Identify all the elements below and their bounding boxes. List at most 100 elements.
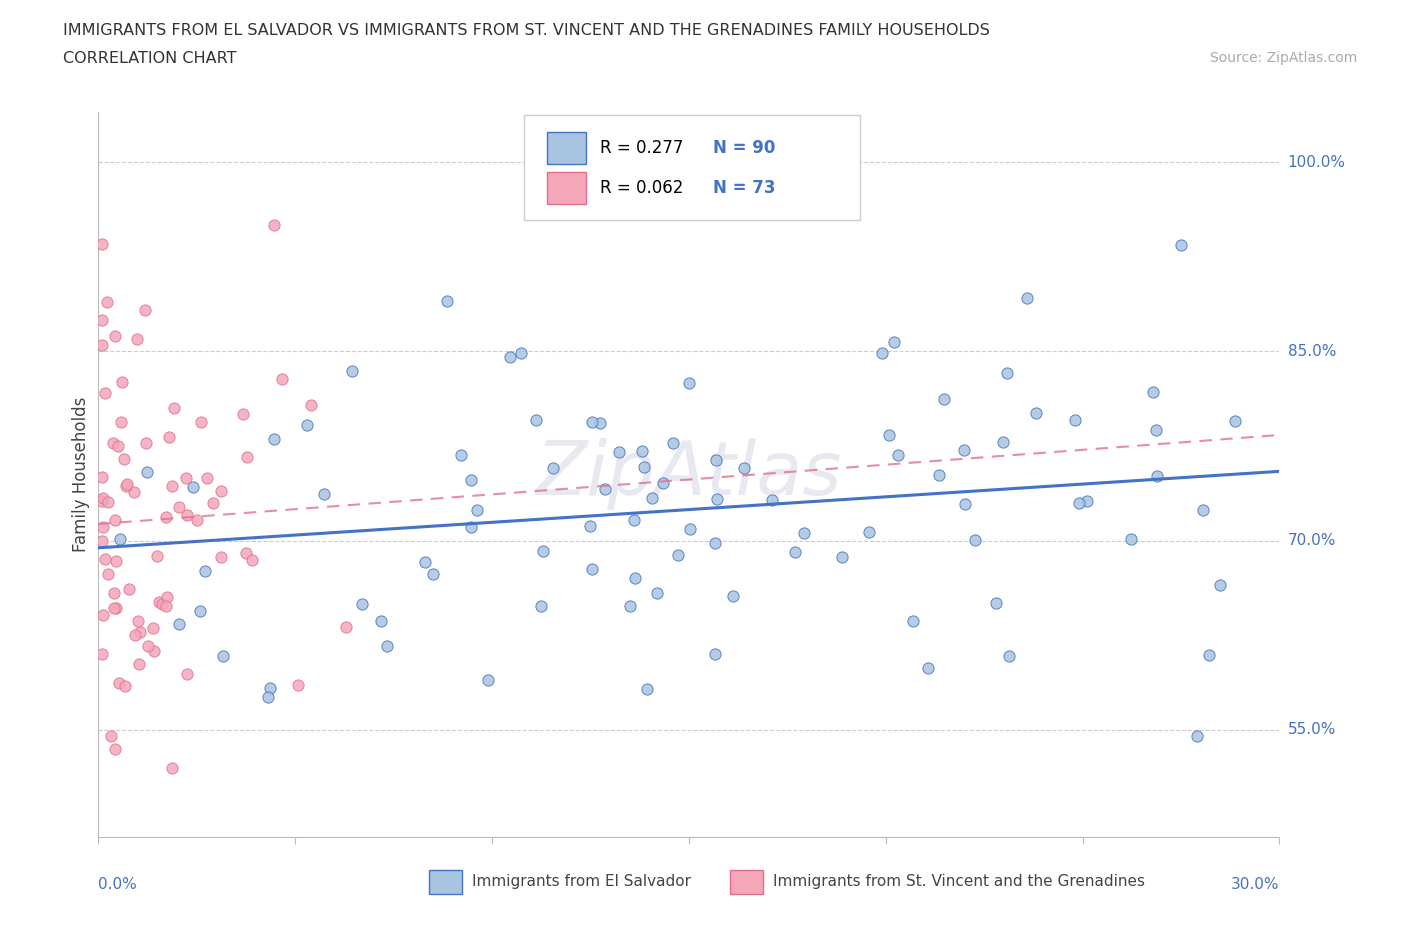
Point <box>186 512 208 527</box>
Point <box>107 438 129 453</box>
Point <box>190 604 212 618</box>
Point <box>831 549 853 564</box>
Point <box>340 364 363 379</box>
Point <box>633 459 655 474</box>
Point <box>422 566 444 581</box>
Text: R = 0.277: R = 0.277 <box>600 139 683 157</box>
Point <box>499 350 522 365</box>
Point <box>129 624 152 639</box>
Point <box>703 646 725 661</box>
Point <box>761 493 783 508</box>
FancyBboxPatch shape <box>429 870 463 894</box>
Point <box>932 392 955 407</box>
Point <box>1017 290 1039 305</box>
Point <box>636 682 658 697</box>
Point <box>235 546 257 561</box>
Point <box>465 503 488 518</box>
Point <box>155 599 177 614</box>
Point <box>209 484 232 498</box>
Text: R = 0.062: R = 0.062 <box>600 179 683 197</box>
Point <box>721 589 744 604</box>
Point <box>142 620 165 635</box>
Point <box>209 550 232 565</box>
Point <box>100 728 122 743</box>
Point <box>104 741 127 756</box>
Point <box>997 648 1019 663</box>
Point <box>350 597 373 612</box>
Point <box>299 397 322 412</box>
Point <box>647 586 669 601</box>
Text: Immigrants from El Salvador: Immigrants from El Salvador <box>471 874 690 889</box>
Point <box>104 601 127 616</box>
Point <box>93 386 115 401</box>
Point <box>91 646 114 661</box>
Text: 30.0%: 30.0% <box>1232 877 1279 892</box>
Point <box>1185 728 1208 743</box>
Point <box>460 472 482 487</box>
Point <box>271 372 294 387</box>
Point <box>91 493 114 508</box>
Point <box>1146 469 1168 484</box>
Point <box>928 467 950 482</box>
Point <box>1209 578 1232 592</box>
Point <box>97 495 120 510</box>
FancyBboxPatch shape <box>547 132 586 164</box>
Point <box>104 553 127 568</box>
FancyBboxPatch shape <box>730 870 763 894</box>
Point <box>1144 422 1167 437</box>
Point <box>984 596 1007 611</box>
Point <box>91 338 114 352</box>
Point <box>134 302 156 317</box>
Point <box>314 486 336 501</box>
Point <box>793 525 815 540</box>
Point <box>624 570 647 585</box>
Point <box>1198 647 1220 662</box>
Point <box>375 639 398 654</box>
Point <box>104 513 127 528</box>
Point <box>668 548 690 563</box>
Point <box>91 312 114 327</box>
Point <box>232 407 254 422</box>
Point <box>524 412 547 427</box>
Point <box>263 218 285 232</box>
Text: Source: ZipAtlas.com: Source: ZipAtlas.com <box>1209 51 1357 65</box>
Point <box>150 596 173 611</box>
Point <box>436 293 458 308</box>
Point <box>295 418 318 432</box>
Point <box>953 497 976 512</box>
Point <box>110 414 132 429</box>
Text: 100.0%: 100.0% <box>1288 154 1346 169</box>
Point <box>1063 413 1085 428</box>
Point <box>335 619 357 634</box>
Point <box>593 482 616 497</box>
Point <box>160 478 183 493</box>
FancyBboxPatch shape <box>547 172 586 204</box>
Point <box>1067 496 1090 511</box>
Point <box>995 365 1018 380</box>
Point <box>541 460 564 475</box>
Point <box>114 679 136 694</box>
Point <box>91 490 114 505</box>
Point <box>531 543 554 558</box>
Point <box>112 451 135 466</box>
Point <box>631 444 654 458</box>
Point <box>128 657 150 671</box>
Point <box>127 613 149 628</box>
Point <box>194 564 217 578</box>
Point <box>125 331 148 346</box>
Point <box>641 490 664 505</box>
Point <box>135 465 157 480</box>
Point <box>887 447 910 462</box>
Point <box>91 520 114 535</box>
Point <box>183 480 205 495</box>
Text: N = 73: N = 73 <box>713 179 775 197</box>
Point <box>115 477 138 492</box>
Point <box>581 415 603 430</box>
Point <box>652 475 675 490</box>
Point <box>477 672 499 687</box>
Text: 55.0%: 55.0% <box>1288 723 1336 737</box>
Text: 85.0%: 85.0% <box>1288 344 1336 359</box>
Point <box>1076 494 1098 509</box>
Point <box>91 236 114 251</box>
Point <box>108 675 131 690</box>
